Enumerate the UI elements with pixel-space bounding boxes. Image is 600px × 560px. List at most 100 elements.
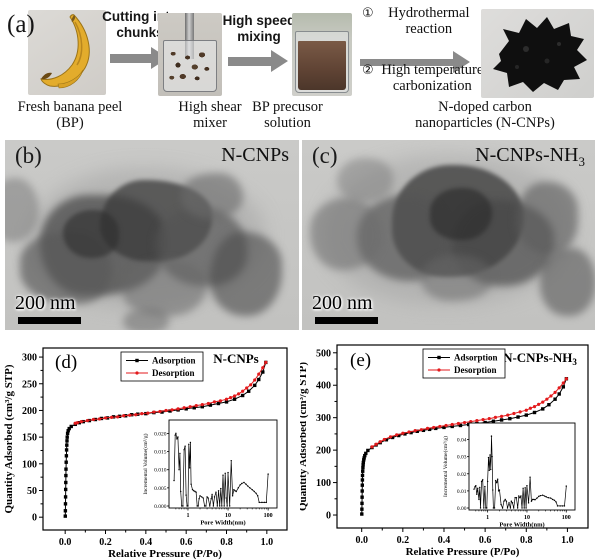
x-tick-label: 0.8 (220, 537, 233, 548)
y-tick-label: 500 (316, 348, 331, 359)
tem-blob (210, 232, 282, 316)
photo-ncnps-powder (481, 9, 594, 98)
tem-blob (123, 260, 207, 316)
x-tick-label: 0.8 (520, 535, 533, 546)
inset-x-tick: 10 (225, 513, 231, 519)
x-tick-label: 0.4 (140, 537, 153, 548)
y-axis-label: Quantity Adsorbed (cm³/g STP) (300, 362, 309, 511)
inset-y-tick: 0.005 (154, 486, 167, 492)
pore-width-inset: 1 10 100 0.00 0.01 0.02 0.03 0.04 Pore Width(nm)… (442, 422, 576, 529)
x-tick-label: 0.6 (479, 535, 492, 546)
scale-bar-label: 200 nm (312, 292, 373, 314)
scale-bar-label: 200 nm (15, 292, 76, 314)
inset-y-tick: 0.020 (154, 431, 167, 437)
mixer-beaker (163, 40, 217, 92)
arrow-shaft (110, 53, 151, 63)
peel-chunks (166, 48, 214, 86)
inset-y-label: Incremental Volume(cm³/g) (442, 436, 449, 497)
tem-blob (63, 210, 119, 258)
photo-high-shear-mixer (158, 13, 222, 96)
x-axis-label: Relative Pressure (P/Po) (406, 546, 520, 558)
inset-y-tick: 0.010 (154, 468, 167, 474)
panel-a-synthesis-scheme: (a) Cutting into chunks High sp (0, 0, 600, 138)
inset-x-tick: 1 (486, 515, 489, 521)
photo-fresh-banana-peel (28, 10, 106, 95)
tem-blob (516, 182, 578, 254)
mixer-rod (185, 13, 194, 59)
inset-x-label: Pore Width(nm) (499, 522, 544, 529)
y-tick-label: 200 (316, 446, 331, 457)
arrow-shaft (360, 58, 453, 66)
inset-x-tick: 10 (524, 515, 530, 521)
arrow-head (453, 51, 470, 73)
inset-y-tick: 0.000 (154, 504, 167, 510)
tem-blob (430, 188, 492, 240)
arrow-head (271, 50, 288, 72)
tem-blob (181, 173, 243, 219)
inset-x-tick: 1 (186, 513, 189, 519)
reaction-step-2-text: High temperature carbonization (381, 62, 484, 94)
scale-bar (18, 317, 81, 324)
caption-fresh-banana-peel: Fresh banana peel (BP) (17, 99, 123, 132)
caption-ncnps: N-doped carbon nanoparticles (N-CNPs) (415, 99, 555, 132)
x-tick-label: 0.0 (355, 535, 368, 546)
legend: Adsorption Desorption (422, 348, 506, 379)
arrow-shaft (228, 56, 271, 66)
banana-illustration (40, 14, 90, 89)
black-powder-illustration (493, 17, 587, 92)
x-tick-label: 0.2 (99, 537, 112, 548)
tem-blob (420, 255, 492, 301)
x-tick-label: 1.0 (561, 535, 574, 546)
y-tick-label: 300 (22, 353, 37, 364)
inset-y-tick: 0.03 (457, 455, 467, 461)
panel-label: (e) (350, 350, 371, 371)
tem-blob (123, 308, 169, 330)
photo-bp-precursor-solution (292, 13, 352, 96)
brown-solution (298, 41, 346, 90)
x-tick-label: 0.2 (397, 535, 410, 546)
y-axis-label: Quantity Adsorbed (cm³/g STP) (3, 364, 15, 513)
inset-y-label: Incremental Volume(cm³/g) (142, 433, 149, 494)
inset-y-tick: 0.04 (457, 438, 467, 444)
panel-c-tem-ncnps-nh3: (c) N-CNPs-NH3 200 nm (302, 140, 595, 330)
panel-b-sample-title: N-CNPs (221, 144, 289, 166)
y-tick-label: 200 (22, 406, 37, 417)
y-tick-label: 300 (316, 413, 331, 424)
inset-x-tick: 100 (264, 513, 273, 519)
chart-d-isotherm-ncnps: 0.0 0.2 0.4 0.6 0.8 1.0 0 50 100 150 200 250 300 Rela… (0, 335, 300, 560)
chart-e-isotherm-ncnps-nh3: 0.0 0.2 0.4 0.6 0.8 1.0 0 100 200 300 400 500 Relati… (300, 335, 600, 560)
pore-width-inset: 1 10 100 0.000 0.005 0.010 0.015 0.020 Pore Widt… (142, 419, 278, 527)
y-tick-label: 100 (22, 459, 37, 470)
inset-x-tick: 100 (562, 515, 571, 521)
panel-c-label: (c) (312, 143, 338, 168)
reaction-step-1: ① Hydrothermal reaction (362, 5, 480, 38)
legend-label-desorption: Desorption (152, 368, 195, 378)
circled-two-icon: ② (362, 63, 374, 78)
x-tick-label: 0.4 (438, 535, 451, 546)
x-axis-label: Relative Pressure (P/Po) (108, 548, 222, 560)
reaction-step-1-text: Hydrothermal reaction (388, 5, 470, 37)
reaction-step-2: ② High temperature carbonization (362, 62, 487, 95)
arrow-reaction (360, 51, 470, 73)
inset-y-tick: 0.02 (457, 472, 467, 478)
caption-high-shear-mixer: High shear mixer (178, 99, 242, 132)
x-tick-label: 0.6 (180, 537, 193, 548)
x-tick-label: 1.0 (261, 537, 274, 548)
panel-a-label: (a) (7, 11, 35, 38)
panel-c-sample-title: N-CNPs-NH3 (475, 144, 585, 169)
tem-blob (337, 158, 393, 202)
inset-y-tick: 0.01 (457, 489, 467, 495)
arrow-mixing (228, 50, 288, 72)
solution-beaker (295, 31, 349, 93)
chart-title: N-CNPs-NH3 (503, 350, 577, 367)
inset-x-label: Pore Width(nm) (200, 520, 245, 527)
legend: Adsorption Desorption (120, 351, 204, 382)
y-tick-label: 0 (32, 513, 37, 524)
tem-blob (540, 248, 595, 316)
legend-label-desorption: Desorption (454, 365, 497, 375)
legend-label-adsorption: Adsorption (152, 356, 196, 366)
caption-bp-precursor-solution: BP precusor solution (252, 99, 323, 132)
y-tick-label: 400 (316, 381, 331, 392)
arrow-label-high-speed-mixing: High speed mixing (222, 13, 296, 44)
